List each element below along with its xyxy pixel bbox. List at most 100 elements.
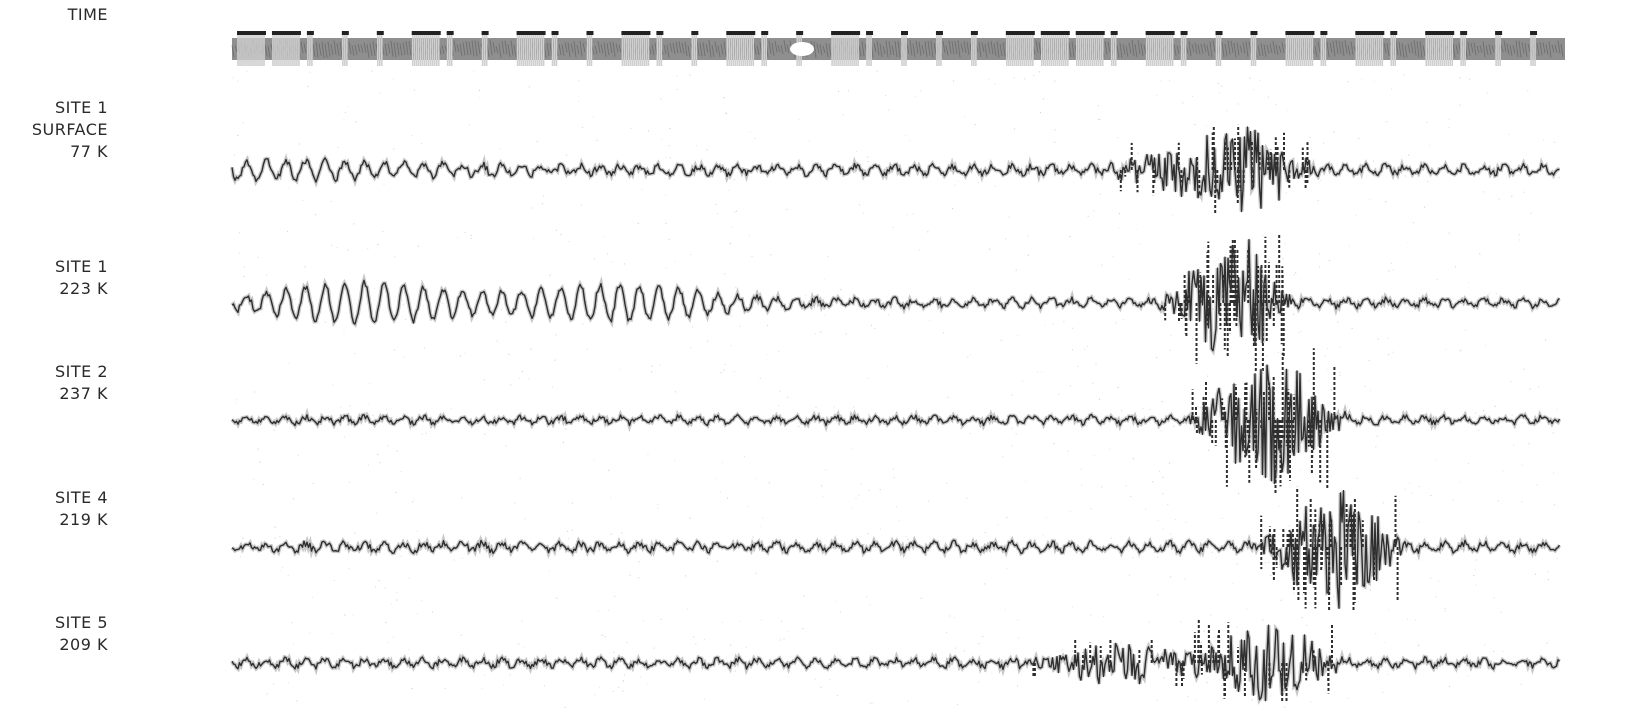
- grain-dot: [953, 80, 955, 82]
- grain-dot: [869, 604, 871, 606]
- trace-line-site1-223k: [231, 238, 1560, 352]
- channel-site1-surface: [230, 124, 1561, 213]
- time-band-texture: [930, 40, 934, 58]
- time-band-texture: [324, 43, 328, 58]
- grain-dot: [994, 185, 997, 187]
- grain-dot: [1282, 258, 1284, 260]
- grain-dot: [1069, 385, 1071, 387]
- grain-dot: [727, 497, 729, 499]
- grain-dot: [835, 600, 838, 603]
- time-band-texture: [876, 40, 880, 56]
- time-band-texture: [570, 43, 574, 53]
- grain-dot: [1430, 495, 1432, 497]
- time-band-texture: [714, 41, 718, 53]
- grain-dot: [665, 267, 667, 269]
- grain-dot: [906, 214, 908, 216]
- grain-dot: [1530, 212, 1532, 214]
- time-band-texture: [957, 40, 961, 58]
- grain-dot: [1534, 573, 1537, 575]
- grain-dot: [622, 680, 625, 682]
- grain-dot: [1163, 677, 1165, 679]
- grain-dot: [1268, 259, 1270, 261]
- time-mark-short: [586, 31, 594, 66]
- grain-dot: [1306, 624, 1308, 627]
- grain-dot: [610, 533, 612, 535]
- grain-dot: [967, 356, 969, 358]
- time-band-texture: [1038, 42, 1042, 56]
- grain-dot: [988, 78, 990, 80]
- grain-dot: [479, 666, 481, 668]
- grain-dot: [660, 618, 662, 620]
- time-band-texture: [384, 43, 388, 57]
- time-band-texture: [1473, 42, 1477, 56]
- grain-dot: [332, 384, 334, 386]
- grain-dot: [1171, 214, 1174, 216]
- grain-dot: [484, 433, 486, 435]
- grain-dot: [420, 600, 423, 602]
- grain-dot: [307, 85, 309, 88]
- grain-dot: [879, 528, 881, 530]
- time-band-texture: [606, 43, 610, 56]
- grain-dot: [1162, 493, 1164, 495]
- grain-dot: [946, 632, 948, 634]
- grain-dot: [413, 89, 415, 91]
- grain-dot: [704, 698, 706, 701]
- grain-dot: [385, 621, 387, 624]
- grain-dot: [665, 194, 667, 196]
- grain-dot: [1187, 695, 1189, 697]
- time-band-texture: [708, 40, 712, 58]
- grain-dot: [759, 377, 761, 379]
- grain-dot: [418, 245, 420, 247]
- grain-dot: [311, 596, 313, 599]
- grain-dot: [1071, 650, 1073, 652]
- grain-dot: [872, 702, 874, 704]
- grain-dot: [1468, 282, 1470, 284]
- time-band-texture: [696, 40, 700, 57]
- grain-dot: [868, 413, 870, 416]
- grain-dot: [1015, 433, 1017, 435]
- grain-dot: [353, 223, 355, 225]
- channel-label-site5-209k-line-1: SITE 5: [54, 613, 108, 632]
- grain-dot: [369, 383, 371, 385]
- time-band-texture: [963, 41, 967, 54]
- grain-dot: [1382, 691, 1384, 693]
- grain-dot: [629, 574, 631, 576]
- time-band-texture: [231, 45, 235, 58]
- grain-dot: [1546, 642, 1548, 644]
- grain-dot: [1090, 508, 1092, 510]
- grain-dot: [368, 402, 370, 405]
- grain-dot: [1170, 576, 1172, 578]
- grain-dot: [481, 687, 483, 689]
- grain-dot: [309, 71, 311, 73]
- grain-dot: [1157, 519, 1159, 521]
- grain-dot: [805, 294, 807, 296]
- time-band-texture: [507, 44, 511, 57]
- time-band-texture: [825, 42, 829, 58]
- grain-dot: [461, 557, 463, 560]
- grain-dot: [1427, 181, 1429, 183]
- grain-dot: [1369, 589, 1371, 591]
- time-band-texture: [960, 43, 964, 53]
- time-band-texture: [456, 44, 460, 53]
- grain-dot: [1483, 409, 1485, 412]
- grain-dot: [470, 234, 472, 236]
- time-band-texture: [1197, 44, 1201, 55]
- grain-dot: [754, 477, 756, 480]
- grain-dot: [411, 688, 413, 690]
- grain-dot: [431, 611, 433, 613]
- grain-dot: [963, 650, 965, 652]
- grain-dot: [1182, 102, 1184, 104]
- time-band-texture: [663, 44, 667, 55]
- grain-dot: [1372, 160, 1375, 162]
- grain-dot: [1459, 350, 1461, 352]
- grain-dot: [1414, 619, 1416, 621]
- channel-label-site4-219k-line-2: 219 K: [59, 510, 108, 529]
- grain-dot: [1392, 269, 1394, 271]
- grain-dot: [1500, 611, 1502, 613]
- grain-dot: [1387, 337, 1389, 339]
- grain-dot: [383, 183, 385, 185]
- trace-line-site1-surface: [231, 126, 1560, 213]
- grain-dot: [668, 238, 670, 241]
- time-band-texture: [477, 41, 481, 55]
- grain-dot: [623, 674, 626, 676]
